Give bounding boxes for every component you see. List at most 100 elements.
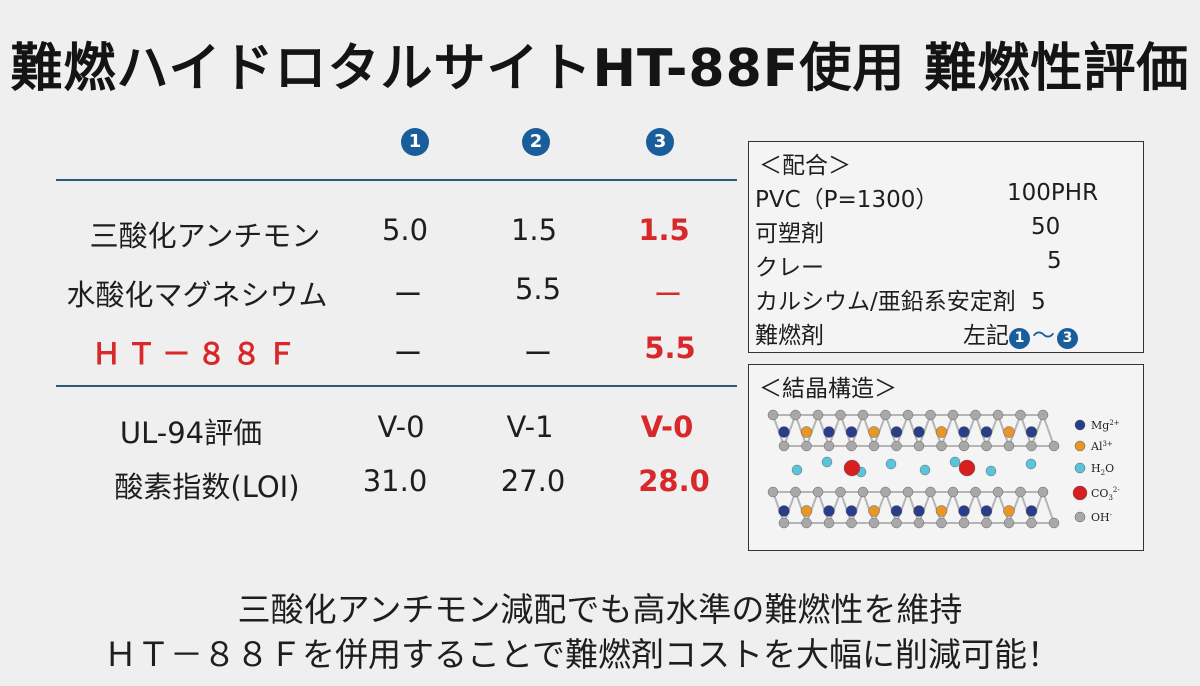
- lattice-bond: [985, 414, 999, 447]
- lattice-bond: [940, 414, 954, 447]
- oh-atom: [981, 440, 992, 452]
- lattice-bond: [805, 491, 819, 524]
- oh-atom: [1037, 486, 1049, 498]
- oh-atom: [913, 517, 925, 529]
- oh-atom: [823, 440, 835, 452]
- oh-atom: [880, 409, 891, 421]
- mg-atom: [778, 505, 790, 517]
- column-3-badge: 3: [646, 128, 674, 156]
- oh-atom: [936, 517, 947, 529]
- al-atom: [800, 505, 813, 517]
- formulation-heading: ＜配合＞: [759, 153, 851, 179]
- mgoh-col2: 5.5: [514, 272, 562, 306]
- lattice-bond: [783, 414, 797, 447]
- mg-atom: [913, 505, 925, 517]
- lattice-bond: [828, 491, 842, 524]
- row-label-sb2o3: 三酸化アンチモン: [89, 219, 321, 253]
- legend-h2o-dot: [1074, 462, 1086, 474]
- formulation-flame-to-badge: 3: [1057, 328, 1078, 349]
- legend-co3-dot: [1072, 485, 1088, 501]
- lattice-bond: [1030, 414, 1044, 447]
- mg-atom: [890, 426, 903, 438]
- oh-atom: [778, 517, 790, 529]
- oh-atom: [880, 486, 891, 498]
- lattice-bond: [783, 491, 797, 524]
- formulation-box: ＜配合＞ PVC（P=1300） 100PHR 可塑剤 50 クレー 5 カルシ…: [748, 141, 1144, 353]
- ht88f-col3: 5.5: [644, 331, 696, 365]
- lattice-bond: [1008, 414, 1022, 447]
- lattice-bond: [952, 491, 965, 524]
- legend-mg-label: Mg2+: [1091, 419, 1120, 432]
- legend-oh-dot: [1074, 511, 1086, 523]
- footer-line-1: 三酸化アンチモン減配でも高水準の難燃性を維持: [237, 590, 963, 629]
- page-title: 難燃ハイドロタルサイトHT-88F使用 難燃性評価: [10, 39, 1190, 99]
- formulation-line-clay: クレー 5: [755, 248, 1062, 282]
- ht88f-col1: ー: [393, 337, 423, 371]
- oh-atom: [767, 486, 779, 498]
- oh-atom: [846, 517, 857, 529]
- crystal-structure-diagram: Mg2+ Al3+ H2O CO32- OH-: [767, 409, 1120, 529]
- mg-atom: [1025, 426, 1038, 438]
- lattice-bond: [907, 491, 920, 524]
- oh-atom: [790, 486, 801, 498]
- oh-atom: [925, 409, 936, 421]
- lattice-bond: [805, 414, 819, 447]
- al-atom: [868, 426, 880, 438]
- lattice-bond: [839, 491, 853, 524]
- oh-atom: [801, 517, 812, 529]
- lattice-bond: [850, 491, 864, 524]
- ul94-col1: V-0: [377, 410, 425, 444]
- oh-atom: [835, 486, 846, 498]
- lattice-bond: [940, 491, 954, 524]
- lattice-bond: [884, 491, 898, 524]
- formulation-stabilizer-value: 5: [1031, 289, 1046, 315]
- formulation-flame-prefix: 左記: [963, 323, 1009, 349]
- lattice-bond: [997, 491, 1010, 524]
- formulation-flame-from-badge: 1: [1009, 328, 1030, 349]
- mg-atom: [845, 426, 858, 438]
- row-label-ul94: UL-94評価: [119, 416, 263, 450]
- oh-atom: [992, 486, 1004, 498]
- legend-al-dot: [1074, 440, 1086, 452]
- oh-atom: [868, 517, 880, 529]
- oh-atom: [992, 409, 1004, 421]
- co3-ion: [843, 459, 861, 477]
- formulation-plasticizer-value: 50: [1031, 214, 1061, 240]
- al-atom: [935, 505, 948, 517]
- co3-ion: [958, 459, 976, 477]
- lattice-bond: [828, 414, 842, 447]
- oh-atom: [925, 486, 936, 498]
- oh-atom: [1015, 409, 1026, 421]
- h2o-molecule: [821, 456, 833, 468]
- lattice-bond: [873, 491, 887, 524]
- mg-atom: [823, 426, 835, 438]
- h2o-molecule: [919, 464, 931, 476]
- formulation-line-stabilizer: カルシウム/亜鉛系安定剤 5: [755, 282, 1046, 316]
- formulation-line-plasticizer: 可塑剤 50: [755, 214, 1060, 248]
- oh-atom: [790, 409, 801, 421]
- lattice-bond: [1042, 491, 1055, 524]
- oh-atom: [835, 409, 846, 421]
- oh-atom: [1048, 517, 1060, 529]
- oh-atom: [801, 440, 812, 452]
- oh-atom: [868, 440, 880, 452]
- column-2-badge: 2: [522, 128, 550, 156]
- oh-atom: [891, 517, 902, 529]
- lattice-bond: [895, 414, 909, 447]
- table-middle-rule: [56, 385, 737, 387]
- oh-atom: [936, 440, 947, 452]
- oh-atom: [778, 440, 790, 452]
- lattice-bond: [963, 414, 977, 447]
- al-atom: [1003, 505, 1015, 517]
- legend-co3-label: CO32-: [1091, 486, 1120, 502]
- formulation-pvc-value: 100PHR: [1007, 180, 1099, 206]
- column-1-badge: 1: [401, 128, 429, 156]
- oh-atom: [812, 486, 824, 498]
- ul94-col2: V-1: [506, 410, 554, 444]
- lattice-bond: [918, 414, 932, 447]
- crystal-structure-heading: ＜結晶構造＞: [759, 376, 897, 402]
- mg-atom: [890, 505, 903, 517]
- lattice-bond: [1042, 414, 1055, 447]
- legend-al-label: Al3+: [1090, 440, 1113, 453]
- oh-atom: [846, 440, 857, 452]
